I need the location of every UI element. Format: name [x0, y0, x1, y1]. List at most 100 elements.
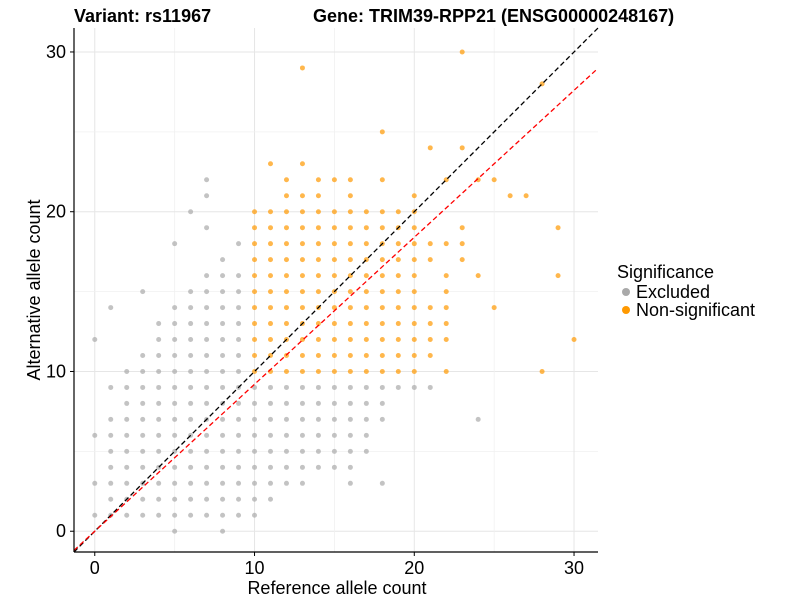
point-non-significant: [331, 337, 337, 343]
point-excluded: [204, 225, 210, 231]
point-non-significant: [411, 305, 417, 311]
point-excluded: [204, 496, 210, 502]
point-non-significant: [331, 177, 337, 183]
point-non-significant: [475, 177, 481, 183]
point-excluded: [220, 353, 226, 358]
point-excluded: [108, 464, 114, 470]
point-non-significant: [283, 209, 289, 215]
point-non-significant: [268, 289, 273, 295]
point-excluded: [172, 416, 178, 422]
point-non-significant: [299, 353, 305, 358]
point-excluded: [220, 337, 226, 343]
point-excluded: [188, 337, 194, 343]
point-excluded: [172, 400, 178, 406]
point-excluded: [220, 289, 226, 295]
point-excluded: [252, 496, 258, 502]
point-non-significant: [459, 241, 465, 247]
point-non-significant: [379, 129, 385, 135]
point-non-significant: [427, 353, 433, 358]
point-excluded: [315, 416, 321, 422]
point-excluded: [204, 512, 210, 518]
point-non-significant: [379, 368, 385, 374]
point-non-significant: [379, 353, 385, 358]
point-non-significant: [347, 177, 353, 183]
point-excluded: [363, 400, 369, 406]
point-non-significant: [252, 241, 258, 247]
point-excluded: [140, 384, 146, 390]
point-excluded: [220, 321, 226, 327]
point-excluded: [188, 480, 194, 486]
point-excluded: [140, 289, 146, 295]
point-non-significant: [411, 241, 417, 247]
point-non-significant: [379, 257, 385, 263]
point-non-significant: [363, 289, 369, 295]
point-excluded: [363, 432, 369, 438]
point-excluded: [156, 512, 162, 518]
point-excluded: [204, 177, 210, 183]
point-non-significant: [347, 289, 353, 295]
point-non-significant: [379, 305, 385, 311]
point-non-significant: [268, 209, 273, 215]
point-excluded: [124, 384, 130, 390]
point-excluded: [347, 432, 353, 438]
point-excluded: [188, 368, 194, 374]
point-excluded: [204, 480, 210, 486]
point-excluded: [204, 193, 210, 199]
point-non-significant: [315, 289, 321, 295]
point-excluded: [156, 496, 162, 502]
point-non-significant: [252, 209, 258, 215]
point-excluded: [172, 305, 178, 311]
point-excluded: [140, 448, 146, 454]
point-excluded: [220, 496, 226, 502]
point-excluded: [315, 464, 321, 470]
point-excluded: [347, 464, 353, 470]
point-non-significant: [443, 368, 449, 374]
point-excluded: [252, 432, 258, 438]
point-excluded: [299, 464, 305, 470]
point-non-significant: [411, 257, 417, 263]
point-excluded: [252, 480, 258, 486]
point-non-significant: [363, 337, 369, 343]
point-excluded: [347, 416, 353, 422]
point-excluded: [379, 416, 385, 422]
point-excluded: [395, 384, 401, 390]
point-excluded: [172, 480, 178, 486]
point-excluded: [236, 305, 242, 311]
point-excluded: [236, 496, 242, 502]
point-excluded: [331, 416, 337, 422]
point-non-significant: [427, 305, 433, 311]
point-excluded: [268, 496, 273, 502]
point-excluded: [188, 289, 194, 295]
point-non-significant: [347, 321, 353, 327]
point-non-significant: [347, 209, 353, 215]
point-excluded: [156, 448, 162, 454]
point-non-significant: [395, 257, 401, 263]
y-tick-label: 10: [46, 361, 66, 381]
point-excluded: [331, 464, 337, 470]
point-non-significant: [491, 177, 497, 183]
point-non-significant: [283, 177, 289, 183]
point-non-significant: [315, 368, 321, 374]
point-excluded: [268, 464, 273, 470]
point-non-significant: [252, 225, 258, 231]
point-non-significant: [315, 273, 321, 279]
point-non-significant: [443, 321, 449, 327]
point-excluded: [283, 384, 289, 390]
point-excluded: [140, 368, 146, 374]
point-excluded: [188, 321, 194, 327]
point-excluded: [220, 368, 226, 374]
point-non-significant: [315, 177, 321, 183]
point-excluded: [283, 448, 289, 454]
point-non-significant: [331, 353, 337, 358]
point-excluded: [236, 241, 242, 247]
point-non-significant: [507, 193, 513, 199]
point-non-significant: [299, 305, 305, 311]
point-non-significant: [395, 321, 401, 327]
point-excluded: [236, 512, 242, 518]
point-non-significant: [347, 305, 353, 311]
point-excluded: [188, 400, 194, 406]
point-excluded: [172, 321, 178, 327]
point-excluded: [220, 512, 226, 518]
point-non-significant: [459, 257, 465, 263]
point-excluded: [252, 416, 258, 422]
